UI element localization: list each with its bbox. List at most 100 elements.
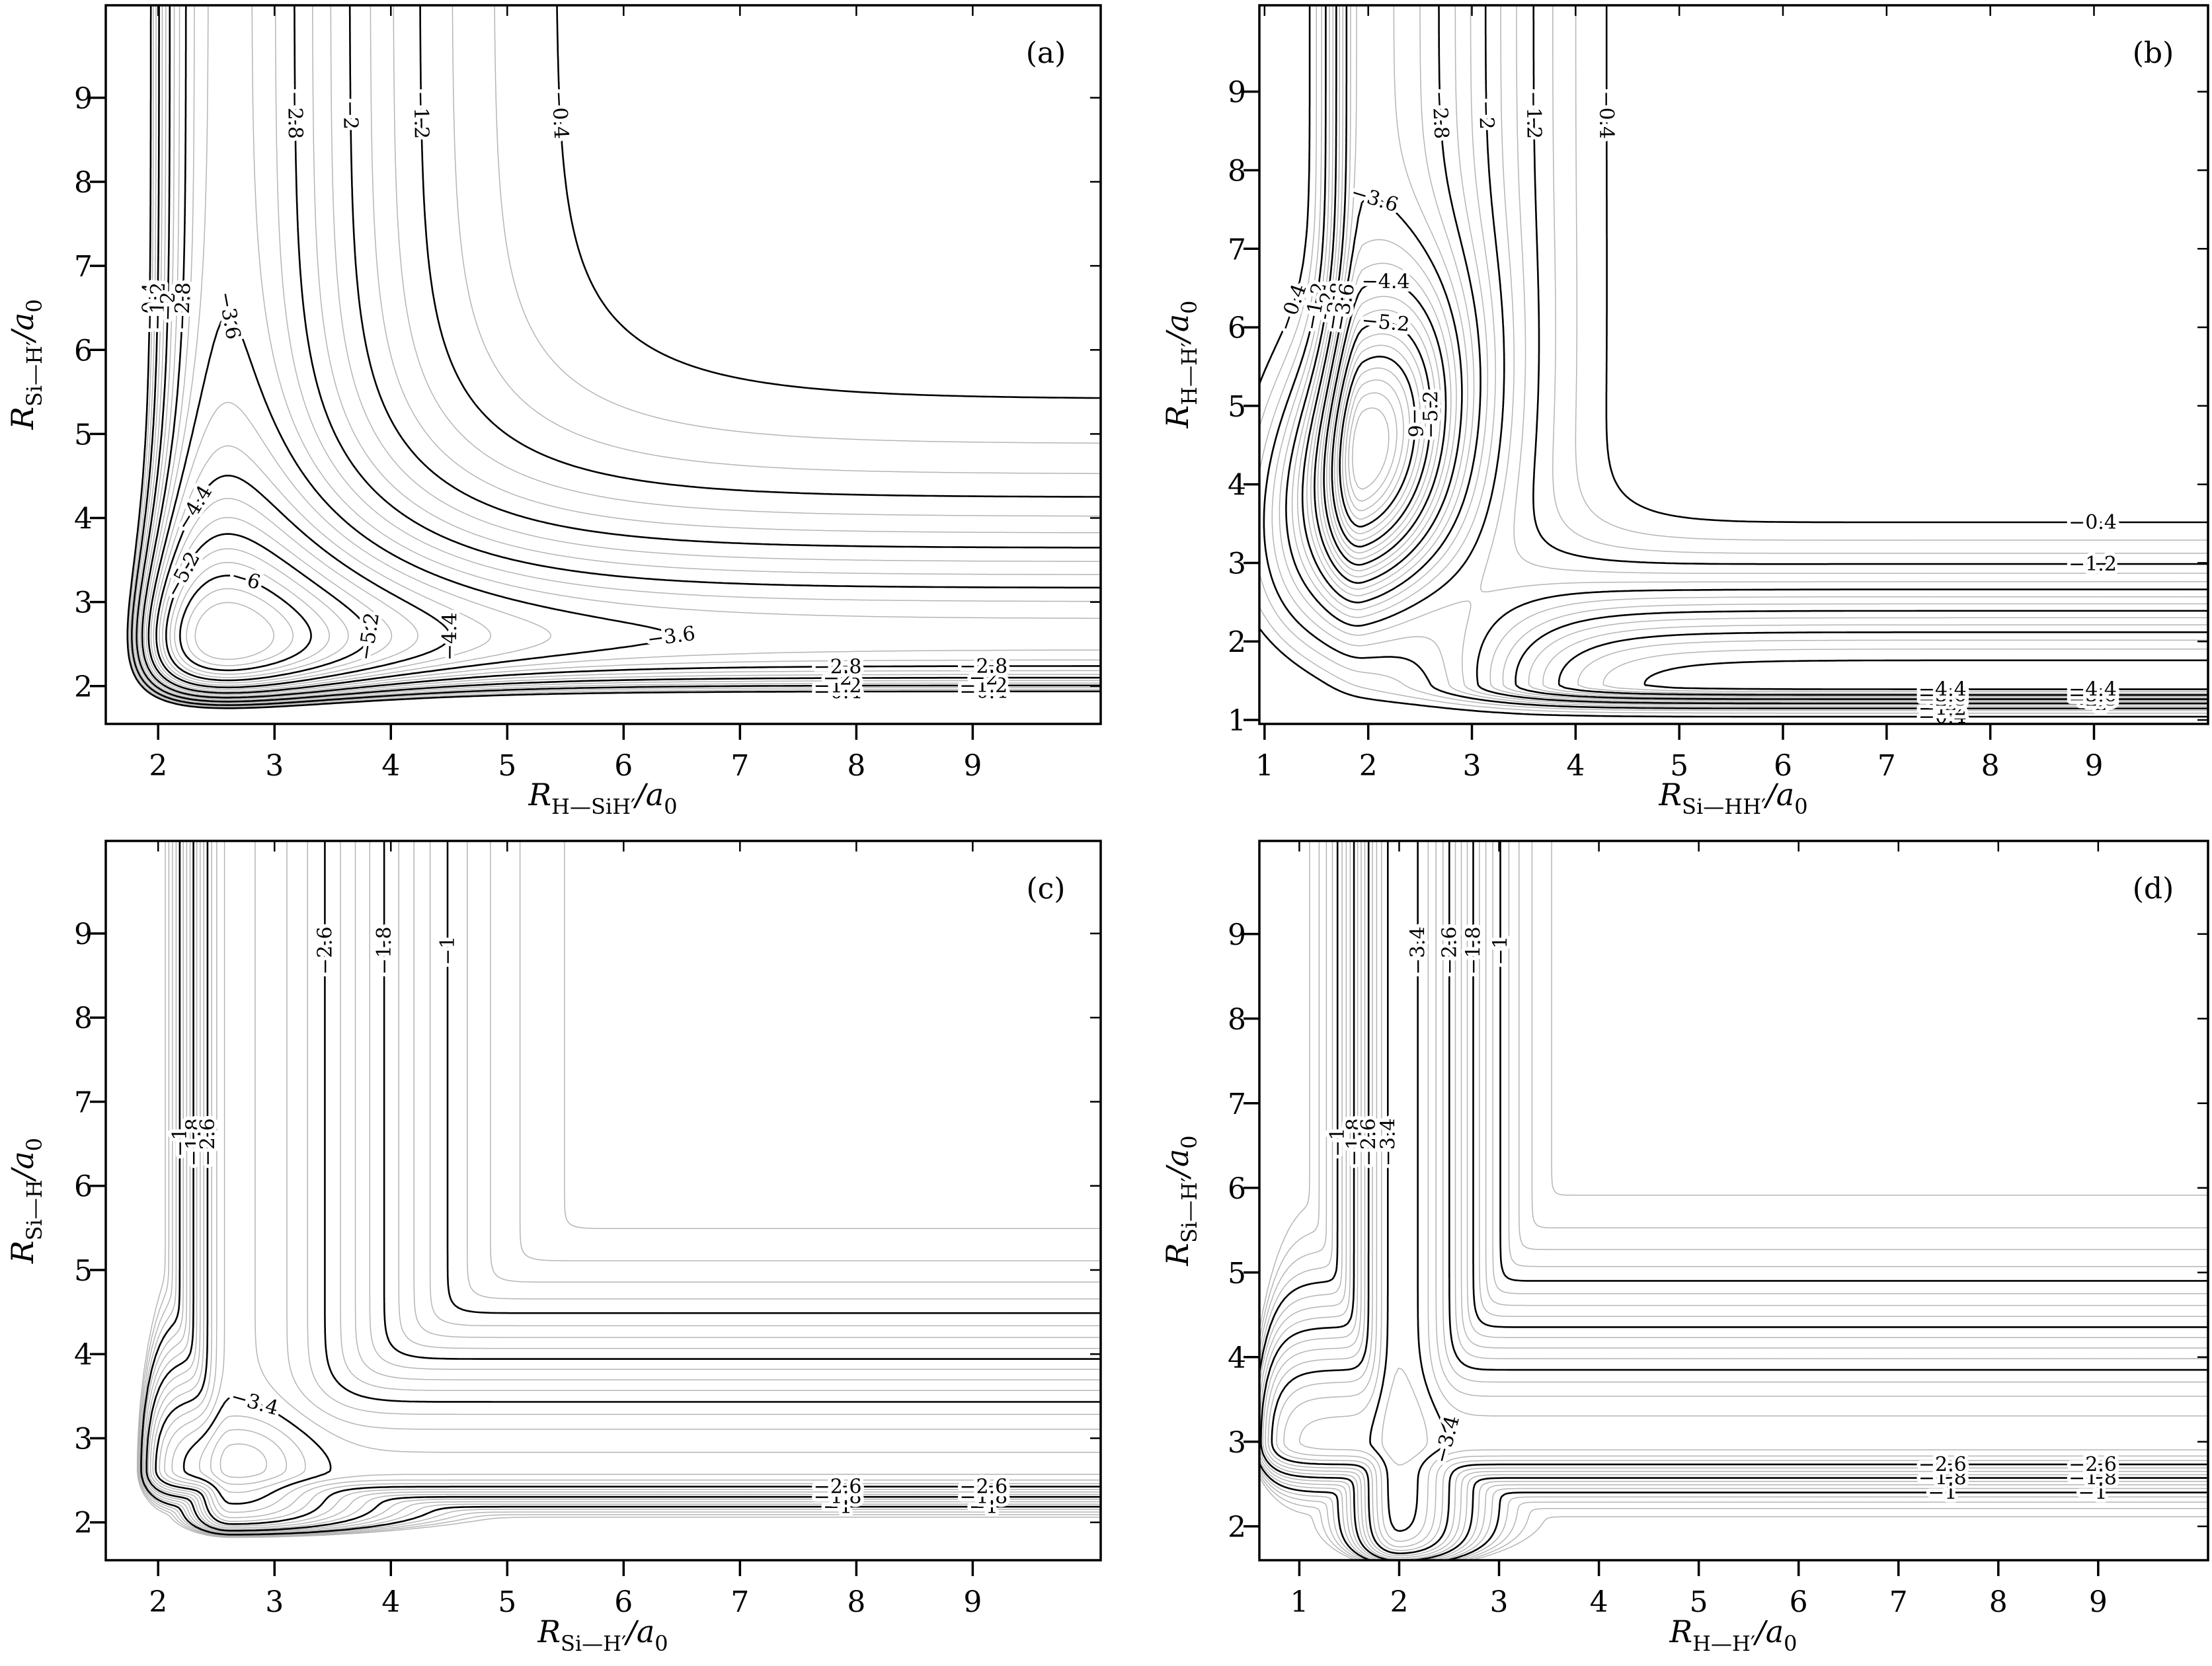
contour-label: −1.2 bbox=[2069, 553, 2117, 576]
y-tick-label: 6 bbox=[74, 334, 93, 368]
axis-title-denom-sub: 0 bbox=[1177, 300, 1202, 313]
x-axis-title: RSi—H′/a0 bbox=[537, 1614, 668, 1656]
axis-title-sub: H—H′ bbox=[1177, 342, 1202, 405]
panel-tag: (c) bbox=[1027, 872, 1066, 906]
axis-title-denom: /a bbox=[5, 313, 40, 344]
y-tick-label: 6 bbox=[74, 1170, 93, 1204]
contour-label: −2 bbox=[823, 667, 852, 690]
contour-lines-major bbox=[140, 841, 1101, 1536]
axis-title-base: R bbox=[5, 1240, 40, 1264]
axes: 1 2 3 4 5 6 7 8 9 1 2 3 4 5 6 7 8 9 bbox=[1228, 4, 2209, 783]
plot-frame bbox=[104, 840, 1102, 1562]
contour-label: −2.8 bbox=[1427, 91, 1453, 140]
contour-label: −3.4 bbox=[228, 1385, 281, 1420]
x-tick-label: 3 bbox=[265, 1585, 284, 1619]
y-tick-label: 9 bbox=[1228, 76, 1246, 110]
contour-label: −2.6 bbox=[1438, 926, 1461, 974]
y-tick-label: 3 bbox=[1228, 547, 1246, 580]
y-axis-title: RH—H′/a0 bbox=[1160, 300, 1202, 428]
plot-frame bbox=[104, 4, 1102, 725]
axis-title-base: R bbox=[1669, 1614, 1692, 1649]
contour-label: −1 bbox=[2078, 1482, 2107, 1505]
contour-label: −6 bbox=[229, 564, 263, 594]
x-tick-label: 3 bbox=[1490, 1585, 1509, 1619]
contour-label: −2 bbox=[338, 100, 362, 130]
axis-title-sub: Si—HH′ bbox=[1682, 794, 1766, 819]
axis-title-sub: Si—H′ bbox=[1177, 1177, 1202, 1243]
x-axis-title: RH—SiH′/a0 bbox=[528, 777, 677, 819]
y-tick-label: 4 bbox=[1228, 469, 1246, 502]
x-tick-label: 3 bbox=[265, 749, 284, 783]
contour-label: −1 bbox=[1326, 1128, 1349, 1157]
axis-title-base: R bbox=[1658, 777, 1682, 813]
axes: 2 3 4 5 6 7 8 9 2 3 4 5 6 7 8 9 bbox=[74, 4, 1102, 783]
x-tick-label: 4 bbox=[381, 749, 400, 783]
contour-label: −2.6 bbox=[1357, 1118, 1380, 1166]
contour-label: −1 bbox=[823, 1495, 852, 1519]
contour-label: −2 bbox=[1474, 100, 1498, 130]
axis-title-denom-sub: 0 bbox=[22, 1138, 47, 1151]
y-tick-label: 1 bbox=[1228, 704, 1246, 738]
y-tick-label: 6 bbox=[1228, 1172, 1246, 1206]
x-tick-label: 1 bbox=[1255, 749, 1274, 783]
panel-tag: (b) bbox=[2133, 36, 2174, 70]
contour-panel-d: −1−1−1−1−1.8−1.8−1.8−1.8−2.6−2.6−2.6−2.6… bbox=[1160, 840, 2209, 1656]
y-tick-label: 7 bbox=[74, 1086, 93, 1119]
x-axis-title: RSi—HH′/a0 bbox=[1658, 777, 1807, 819]
y-tick-label: 8 bbox=[1228, 1003, 1246, 1037]
y-tick-label: 7 bbox=[1228, 233, 1246, 266]
axis-title-sub: H—SiH′ bbox=[551, 794, 635, 819]
contour-label: −2.6 bbox=[814, 1476, 862, 1499]
y-tick-label: 7 bbox=[1228, 1088, 1246, 1121]
contour-lines-minor bbox=[1259, 5, 2208, 714]
y-tick-label: 2 bbox=[1228, 625, 1246, 659]
contour-label: −1.2 bbox=[409, 91, 433, 139]
contour-label: −4.4 bbox=[438, 612, 462, 660]
contour-lines-minor bbox=[136, 841, 1101, 1538]
contour-label: −2 bbox=[1928, 692, 1957, 715]
contour-label: −1.8 bbox=[182, 1118, 206, 1166]
contour-lines-major bbox=[1259, 841, 2208, 1560]
x-tick-label: 5 bbox=[498, 1585, 516, 1619]
y-tick-label: 8 bbox=[1228, 154, 1246, 188]
axis-title-denom-sub: 0 bbox=[1177, 1135, 1202, 1148]
contour-lines-major bbox=[1259, 5, 2208, 718]
contour-label: −1 bbox=[1489, 936, 1513, 965]
contour-label: −3.6 bbox=[2069, 684, 2117, 707]
x-tick-label: 7 bbox=[1889, 1585, 1908, 1619]
contour-label: −1.2 bbox=[146, 282, 170, 331]
contour-label: −1.2 bbox=[1522, 91, 1546, 139]
axis-title-denom: /a bbox=[1160, 1149, 1195, 1180]
x-tick-label: 9 bbox=[2084, 749, 2103, 783]
axis-title-denom-sub: 0 bbox=[664, 794, 677, 819]
axes: 1 2 3 4 5 6 7 8 9 2 3 4 5 6 7 8 9 bbox=[1228, 840, 2209, 1619]
y-tick-label: 6 bbox=[1228, 311, 1246, 345]
contour-label: −3.4 bbox=[1407, 926, 1430, 974]
x-axis-title: RH—H′/a0 bbox=[1669, 1614, 1797, 1656]
contour-label: −2.8 bbox=[2069, 688, 2117, 711]
contour-label: −0.4 bbox=[2069, 511, 2117, 534]
x-tick-label: 5 bbox=[498, 749, 516, 783]
y-tick-label: 5 bbox=[74, 418, 93, 452]
contour-label: −4.4 bbox=[1918, 678, 1967, 701]
contour-label: −4.4 bbox=[1362, 270, 1410, 293]
y-axis-title: RSi—H′/a0 bbox=[5, 299, 47, 430]
y-tick-label: 4 bbox=[74, 502, 93, 536]
x-tick-label: 7 bbox=[731, 1585, 749, 1619]
contour-label: −3.6 bbox=[214, 290, 245, 341]
y-tick-label: 4 bbox=[1228, 1341, 1246, 1375]
axis-title-denom: /a bbox=[1753, 1614, 1784, 1649]
y-tick-label: 2 bbox=[74, 1507, 93, 1540]
contour-label: −0.4 bbox=[814, 680, 862, 703]
x-tick-label: 2 bbox=[1359, 749, 1378, 783]
y-tick-label: 5 bbox=[74, 1254, 93, 1288]
contour-label: −1.2 bbox=[1918, 697, 1967, 721]
contour-lines-minor bbox=[1259, 841, 2208, 1560]
contour-label: −1 bbox=[436, 936, 459, 965]
axis-title-denom: /a bbox=[1763, 777, 1794, 813]
axis-title-base: R bbox=[1160, 1243, 1195, 1267]
contour-plot-area: −0.4−0.4−0.4−0.4−1.2−1.2−1.2−1.2−2−2−2−2… bbox=[1259, 5, 2208, 724]
contour-label: −4.4 bbox=[2069, 678, 2117, 701]
axis-title-denom-sub: 0 bbox=[22, 299, 47, 312]
